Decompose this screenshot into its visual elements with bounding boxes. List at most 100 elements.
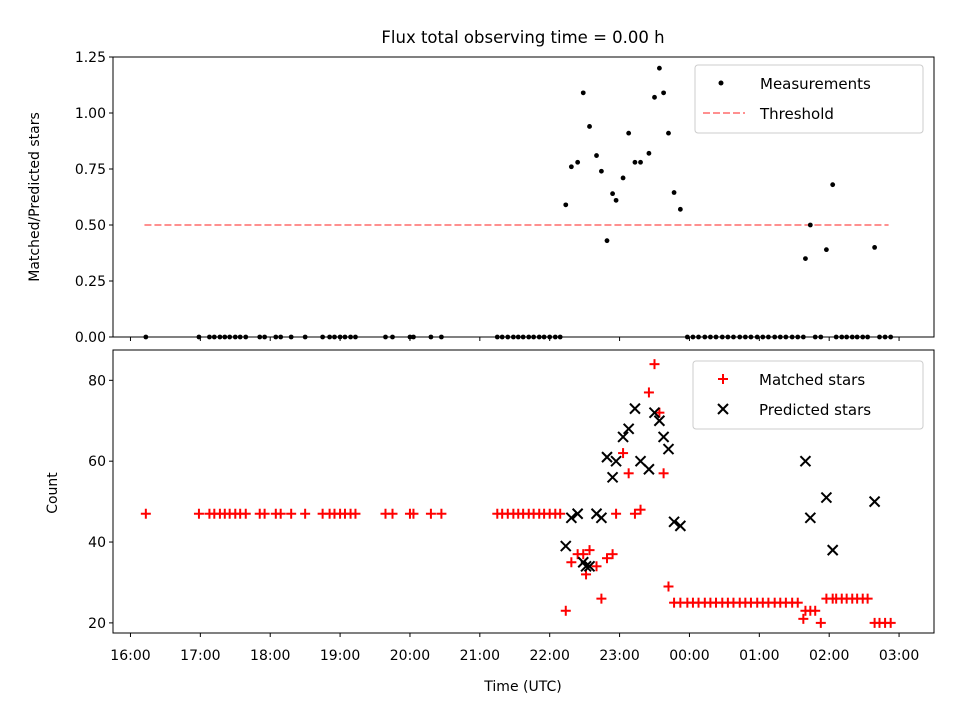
- matched-star-point: [300, 508, 311, 519]
- matched-star-point: [607, 549, 618, 560]
- predicted-star-point: [826, 544, 839, 556]
- matched-star-point: [810, 605, 821, 616]
- bottom-panel: Count 20 40 60 80 16:00 17:00 18:00 19:00 20:00…: [45, 349, 935, 695]
- predicted-star-point: [668, 516, 680, 528]
- bottom-legend-box: [692, 360, 924, 430]
- top-title: Flux total observing time = 0.00 h: [381, 28, 664, 47]
- bottom-xtick-label: 20:00: [390, 648, 430, 664]
- bottom-legend: Matched stars Predicted stars: [692, 360, 924, 430]
- predicted-stars-points: [560, 402, 881, 572]
- top-ytick-label: 0.75: [75, 162, 106, 178]
- matched-star-point: [275, 508, 286, 519]
- measurement-point: [657, 65, 662, 71]
- top-y-ticks: 0.00 0.25 0.50 0.75 1.00 1.25: [75, 50, 113, 346]
- legend-measurements-marker: [718, 80, 724, 86]
- measurement-point: [671, 190, 677, 195]
- predicted-star-point: [617, 431, 629, 443]
- measurement-point: [638, 159, 643, 165]
- matched-star-point: [193, 508, 204, 519]
- matched-star-point: [862, 593, 873, 604]
- predicted-star-point: [601, 451, 613, 463]
- predicted-star-point: [648, 406, 661, 419]
- bottom-x-ticks: 16:00 17:00 18:00 19:00 20:00 21:00 22:00 23:00…: [110, 633, 919, 664]
- legend-threshold-label: Threshold: [759, 105, 834, 123]
- bottom-ytick-label: 80: [88, 373, 106, 389]
- measurement-point: [807, 222, 813, 228]
- predicted-star-point: [657, 431, 670, 443]
- matched-star-point: [240, 508, 251, 519]
- bottom-xtick-label: 02:00: [809, 648, 849, 664]
- matched-star-point: [885, 617, 896, 628]
- matched-star-point: [792, 597, 803, 608]
- legend-measurements-label: Measurements: [760, 75, 871, 93]
- matched-star-point: [596, 593, 607, 604]
- predicted-star-point: [622, 423, 635, 435]
- measurement-point: [594, 153, 599, 158]
- measurement-point: [626, 130, 632, 136]
- legend-predicted-marker: [717, 403, 729, 415]
- matched-star-point: [408, 508, 419, 519]
- predicted-star-point: [643, 463, 655, 475]
- predicted-star-point: [820, 491, 833, 504]
- measurement-point: [803, 256, 808, 261]
- top-legend: Measurements Threshold: [694, 64, 924, 134]
- matched-star-point: [436, 508, 447, 519]
- matched-star-point: [555, 508, 566, 519]
- matched-star-point: [566, 557, 577, 568]
- predicted-star-point: [606, 471, 619, 484]
- bottom-xtick-label: 16:00: [110, 648, 150, 664]
- measurement-point: [652, 94, 657, 100]
- matched-star-point: [658, 468, 669, 479]
- matched-star-point: [649, 359, 660, 370]
- bottom-y-ticks: 20 40 60 80: [88, 373, 113, 632]
- top-ytick-label: 0.25: [75, 274, 106, 290]
- predicted-star-point: [583, 560, 596, 572]
- bottom-xtick-label: 01:00: [739, 648, 779, 664]
- top-panel: Flux total observing time = 0.00 h Match…: [27, 28, 935, 346]
- predicted-star-point: [868, 495, 881, 508]
- matched-star-point: [578, 549, 589, 560]
- predicted-star-point: [674, 520, 687, 532]
- matched-star-point: [387, 508, 398, 519]
- matched-star-point: [623, 468, 634, 479]
- measurement-point: [872, 245, 878, 250]
- matched-star-point: [584, 545, 595, 556]
- top-ytick-label: 1.00: [75, 106, 106, 122]
- bottom-xtick-label: 03:00: [879, 648, 919, 664]
- bottom-xtick-label: 23:00: [599, 648, 639, 664]
- top-legend-box: [694, 64, 924, 134]
- bottom-xtick-label: 22:00: [530, 648, 570, 664]
- predicted-star-point: [653, 415, 666, 427]
- measurement-point: [563, 202, 569, 208]
- measurement-point: [604, 238, 610, 244]
- bottom-xlabel: Time (UTC): [483, 679, 561, 695]
- matched-star-point: [635, 504, 646, 515]
- top-plot-frame: [112, 56, 935, 338]
- bottom-ytick-label: 20: [88, 616, 106, 632]
- matched-star-point: [798, 613, 809, 624]
- predicted-star-point: [629, 402, 641, 415]
- predicted-star-point: [610, 455, 622, 467]
- measurement-point: [666, 130, 671, 136]
- predicted-star-point: [565, 512, 578, 524]
- measurement-point: [587, 124, 592, 129]
- matched-stars-points: [140, 359, 896, 628]
- matched-star-point: [618, 448, 629, 459]
- legend-matched-marker: [718, 374, 728, 384]
- top-ytick-label: 1.25: [75, 50, 106, 66]
- matched-star-point: [643, 387, 654, 398]
- measurement-point: [580, 90, 586, 96]
- matched-star-point: [611, 508, 622, 519]
- bottom-xtick-label: 17:00: [180, 648, 220, 664]
- matched-star-point: [425, 508, 436, 519]
- bottom-ytick-label: 40: [88, 535, 106, 551]
- matched-star-point: [140, 508, 151, 519]
- measurement-point: [620, 175, 626, 181]
- matched-star-point: [286, 508, 297, 519]
- bottom-xtick-label: 19:00: [320, 648, 360, 664]
- measurement-point: [677, 206, 683, 212]
- bottom-ylabel: Count: [45, 472, 61, 514]
- measurement-point: [632, 159, 638, 165]
- legend-matched-label: Matched stars: [759, 371, 865, 389]
